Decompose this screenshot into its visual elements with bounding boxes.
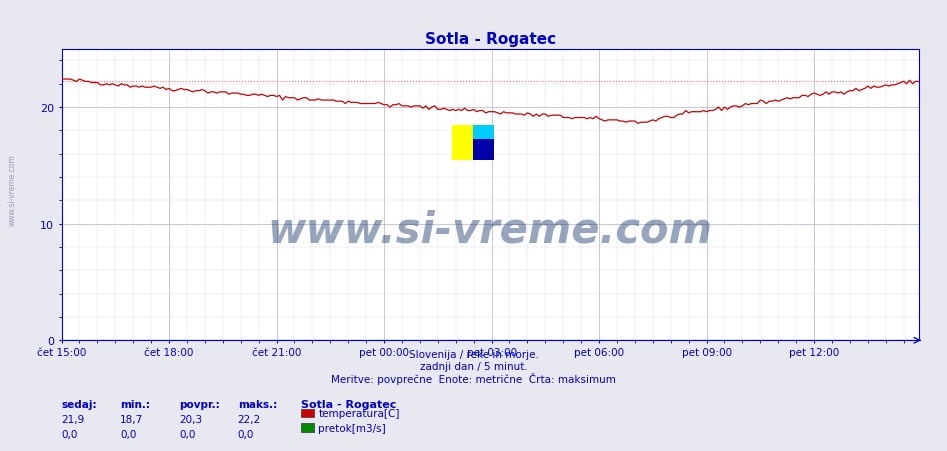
Text: 0,0: 0,0 [120, 429, 136, 439]
Text: 18,7: 18,7 [120, 414, 144, 424]
Title: Sotla - Rogatec: Sotla - Rogatec [424, 32, 556, 47]
Text: Sotla - Rogatec: Sotla - Rogatec [301, 399, 397, 409]
Text: Slovenija / reke in morje.: Slovenija / reke in morje. [408, 350, 539, 359]
Bar [452, 125, 473, 160]
Bar [473, 125, 494, 160]
Text: povpr.:: povpr.: [179, 399, 220, 409]
Text: 22,2: 22,2 [238, 414, 261, 424]
Text: zadnji dan / 5 minut.: zadnji dan / 5 minut. [420, 361, 527, 371]
Text: 21,9: 21,9 [62, 414, 85, 424]
Text: temperatura[C]: temperatura[C] [318, 409, 400, 419]
Text: sedaj:: sedaj: [62, 399, 98, 409]
Text: min.:: min.: [120, 399, 151, 409]
Text: 0,0: 0,0 [62, 429, 78, 439]
Text: 20,3: 20,3 [179, 414, 202, 424]
Text: 0,0: 0,0 [179, 429, 195, 439]
Text: 0,0: 0,0 [238, 429, 254, 439]
Text: www.si-vreme.com: www.si-vreme.com [8, 153, 17, 226]
Text: pretok[m3/s]: pretok[m3/s] [318, 423, 386, 433]
Bar [473, 139, 494, 160]
Text: Meritve: povprečne  Enote: metrične  Črta: maksimum: Meritve: povprečne Enote: metrične Črta:… [331, 372, 616, 384]
Text: www.si-vreme.com: www.si-vreme.com [268, 209, 712, 251]
Text: maks.:: maks.: [238, 399, 277, 409]
